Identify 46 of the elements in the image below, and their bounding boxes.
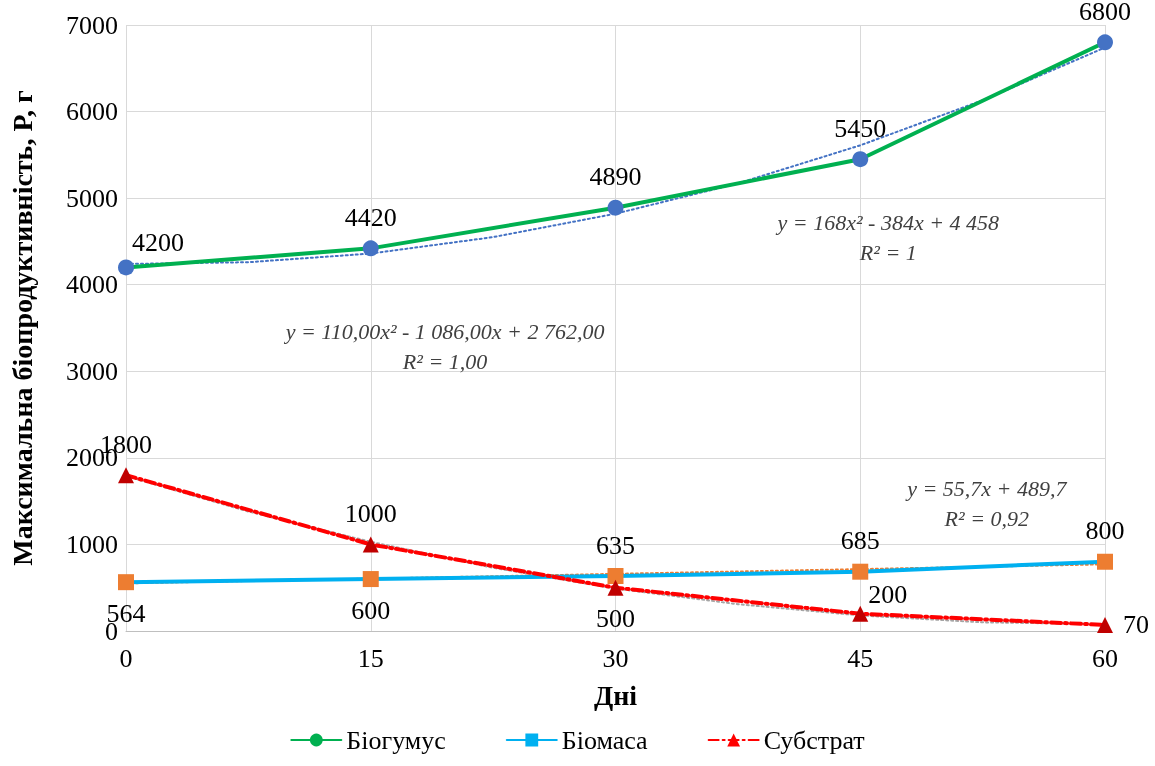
- y-tick-label: 4000: [66, 270, 118, 300]
- x-tick-label: 60: [1092, 643, 1118, 673]
- annotation: y = 55,7x + 489,7 R² = 0,92: [905, 476, 1068, 532]
- data-label: 70: [1123, 610, 1149, 640]
- point: [118, 574, 134, 591]
- data-label: 4420: [344, 202, 397, 232]
- point: [1097, 616, 1113, 633]
- data-label: 800: [1085, 516, 1125, 546]
- y-tick-label: 3000: [66, 356, 118, 386]
- point: [1097, 34, 1113, 51]
- legend-label: Субстрат: [763, 725, 865, 755]
- point: [118, 467, 134, 484]
- x-tick-label: 45: [847, 643, 874, 673]
- data-label: 500: [596, 604, 635, 634]
- annotation: y = 168x² - 384x + 4 458 R² = 1: [775, 209, 1000, 265]
- point: [607, 199, 624, 216]
- point: [607, 568, 624, 585]
- point: [1097, 553, 1113, 570]
- data-label: 600: [351, 595, 391, 625]
- point: [607, 579, 624, 596]
- point: [362, 571, 379, 588]
- point: [362, 536, 379, 553]
- data-label: 1000: [344, 498, 397, 528]
- legend-label: Біомаса: [561, 725, 649, 755]
- data-label: 6800: [1079, 0, 1131, 26]
- data-label: 635: [596, 530, 635, 560]
- data-label: 4890: [589, 162, 642, 192]
- annotation: y = 110,00x² - 1 086,00x + 2 762,00 R² = 1,00: [283, 318, 605, 374]
- point: [118, 259, 134, 276]
- x-axis-title: Дні: [593, 679, 638, 711]
- y-tick-label: 7000: [66, 10, 118, 40]
- point: [852, 151, 869, 168]
- point: [362, 240, 379, 257]
- y-tick-label: 6000: [66, 97, 118, 127]
- x-tick-label: 15: [357, 643, 384, 673]
- point: [852, 563, 869, 580]
- y-tick-label: 1000: [66, 529, 118, 559]
- y-axis-title: Максимальна біопродуктивність, P, г: [6, 90, 38, 566]
- data-label: 4200: [132, 227, 184, 257]
- legend-label: Біогумус: [346, 725, 446, 755]
- data-label: 685: [840, 526, 880, 556]
- x-tick-label: 30: [602, 643, 629, 673]
- data-label: 200: [868, 580, 908, 610]
- y-tick-label: 5000: [66, 183, 118, 213]
- data-label: 5450: [834, 113, 887, 143]
- point: [852, 605, 869, 622]
